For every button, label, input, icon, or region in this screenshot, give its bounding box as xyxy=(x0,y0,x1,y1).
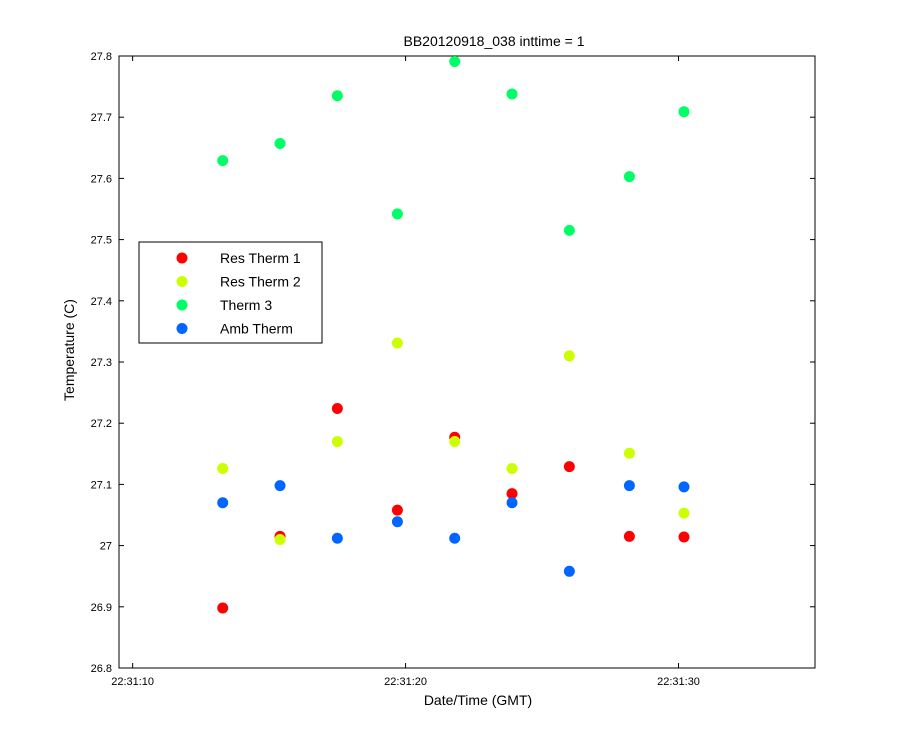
legend-box xyxy=(138,241,323,344)
data-point xyxy=(678,531,690,543)
y-tick-label: 26.8 xyxy=(91,663,112,675)
data-points xyxy=(217,56,690,614)
legend-label: Therm 3 xyxy=(220,297,272,313)
y-tick-label: 27.1 xyxy=(91,479,112,491)
y-tick-label: 27.8 xyxy=(91,51,112,63)
data-point xyxy=(678,106,690,118)
legend-marker xyxy=(176,276,188,287)
data-point xyxy=(623,480,635,492)
legend: Res Therm 1 Res Therm 2 Therm 3 Amb Therm xyxy=(138,241,323,344)
data-point xyxy=(623,171,635,183)
data-point xyxy=(678,507,690,519)
data-point xyxy=(274,138,286,150)
y-tick-label: 27.6 xyxy=(91,173,112,185)
data-point xyxy=(563,461,575,473)
series-1 xyxy=(217,337,690,545)
y-tick-label: 27.3 xyxy=(91,357,112,369)
series-3 xyxy=(217,480,690,577)
x-axis-label: Date/Time (GMT) xyxy=(424,692,532,708)
data-point xyxy=(331,532,343,544)
data-point xyxy=(391,504,403,516)
data-point xyxy=(391,516,403,528)
data-point xyxy=(217,462,229,474)
data-point xyxy=(391,208,403,220)
data-point xyxy=(563,350,575,362)
data-point xyxy=(623,530,635,542)
legend-label: Res Therm 1 xyxy=(220,250,301,266)
data-point xyxy=(331,403,343,415)
data-point xyxy=(331,90,343,102)
legend-marker xyxy=(176,252,188,264)
data-point xyxy=(331,436,343,448)
data-point xyxy=(678,481,690,493)
data-point xyxy=(449,436,461,448)
y-tick-label: 27.4 xyxy=(91,296,112,308)
data-point xyxy=(217,497,229,509)
data-point xyxy=(506,497,518,509)
legend-label: Amb Therm xyxy=(220,321,293,337)
x-tick-label: 22:31:20 xyxy=(384,676,427,688)
data-point xyxy=(506,488,518,500)
y-tick-label: 27.7 xyxy=(91,112,112,124)
legend-marker xyxy=(176,323,188,334)
y-tick-label: 27 xyxy=(100,541,112,553)
axis-ticks: 26.8 26.9 27 27.1 27.2 27.3 27.4 27.5 27.6 27.7 27… xyxy=(91,51,815,688)
series-2 xyxy=(217,56,690,236)
data-point xyxy=(217,602,229,614)
data-point xyxy=(449,56,461,68)
y-axis-label: Temperature (C) xyxy=(61,299,77,401)
x-tick-label: 22:31:10 xyxy=(111,676,154,688)
x-tick-label: 22:31:30 xyxy=(657,676,700,688)
y-tick-label: 27.5 xyxy=(91,235,112,247)
data-point xyxy=(563,224,575,236)
data-point xyxy=(506,88,518,100)
data-point xyxy=(623,447,635,459)
y-tick-label: 26.9 xyxy=(91,602,112,614)
chart-title: BB20120918_038 inttime = 1 xyxy=(404,33,585,49)
data-point xyxy=(506,462,518,474)
data-point xyxy=(274,480,286,492)
legend-label: Res Therm 2 xyxy=(220,274,301,290)
data-point xyxy=(391,337,403,349)
data-point xyxy=(217,155,229,167)
data-point xyxy=(274,533,286,545)
plot-area xyxy=(118,55,816,669)
data-point xyxy=(449,532,461,544)
y-tick-label: 27.2 xyxy=(91,418,112,430)
data-point xyxy=(563,565,575,577)
legend-marker xyxy=(176,299,188,311)
